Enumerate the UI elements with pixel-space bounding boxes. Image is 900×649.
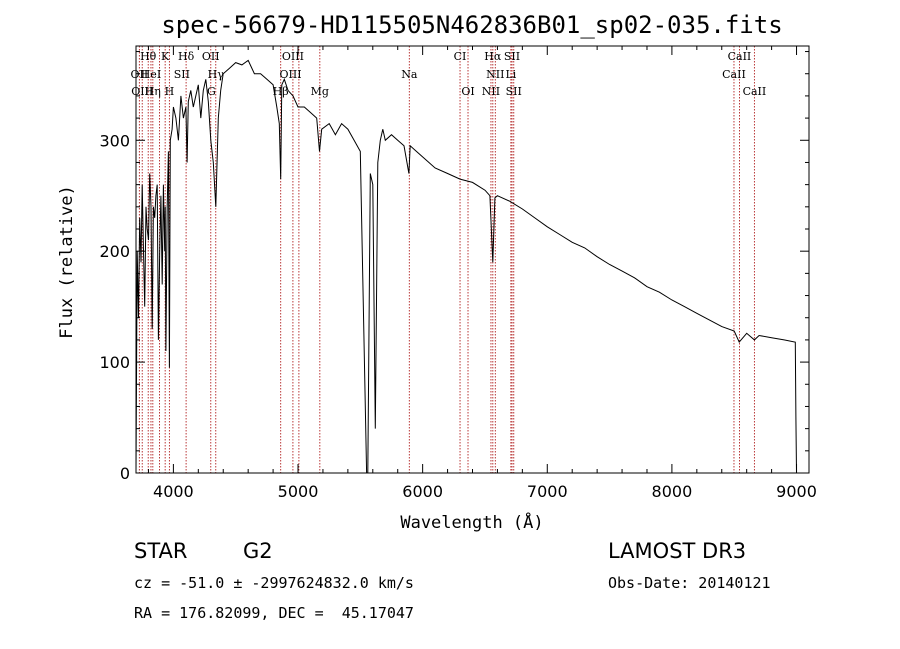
line-label: Hδ <box>178 50 195 63</box>
line-label: CaII <box>743 85 767 98</box>
line-label: Hγ <box>208 68 225 81</box>
y-tick-label: 200 <box>99 242 130 261</box>
plot-frame <box>135 45 810 474</box>
line-label: NII <box>486 68 504 81</box>
line-label: OIII <box>131 85 153 98</box>
obs-date: Obs-Date: 20140121 <box>608 574 771 592</box>
line-label: Na <box>401 68 418 81</box>
line-label: Hη <box>145 85 161 98</box>
x-tick-label: 4000 <box>153 482 194 501</box>
line-label: SII <box>504 50 520 63</box>
line-label: HeI <box>141 68 161 81</box>
line-label: OIII <box>280 68 302 81</box>
object-class: STAR <box>134 539 188 563</box>
x-axis-label: Wavelength (Å) <box>400 511 543 533</box>
line-label: Mg <box>311 85 329 98</box>
x-tick-label: 9000 <box>776 482 817 501</box>
y-tick-label: 100 <box>99 353 130 372</box>
line-label: SII <box>506 85 522 98</box>
line-label: CI <box>454 50 467 63</box>
line-label: Hθ <box>140 50 157 63</box>
line-label: Hβ <box>273 85 289 98</box>
line-label: CaII <box>722 68 746 81</box>
spectrum-line <box>135 59 797 474</box>
line-label: NII <box>482 85 500 98</box>
y-axis-label: Flux (relative) <box>57 185 77 339</box>
x-axis-ticks: 4000 5000 6000 7000 8000 9000 <box>147 46 817 501</box>
x-tick-label: 7000 <box>527 482 568 501</box>
line-label: SII <box>174 68 190 81</box>
x-tick-label: 6000 <box>402 482 443 501</box>
line-label: CaII <box>728 50 752 63</box>
subclass: G2 <box>243 539 273 563</box>
y-tick-label: 0 <box>120 464 130 483</box>
line-label: OII <box>131 68 149 81</box>
x-tick-label: 8000 <box>652 482 693 501</box>
coordinates: RA = 176.82099, DEC = 45.17047 <box>134 604 414 622</box>
line-label: G <box>207 85 216 98</box>
line-label: Hα <box>484 50 502 63</box>
line-label: Li <box>505 68 516 81</box>
line-label: OII <box>202 50 220 63</box>
x-tick-label: 5000 <box>278 482 319 501</box>
y-axis-ticks: 0 100 200 300 <box>99 51 809 483</box>
y-tick-label: 300 <box>99 131 130 150</box>
redshift-line: cz = -51.0 ± -2997624832.0 km/s <box>134 574 414 592</box>
line-label: OIII <box>282 50 304 63</box>
survey-name: LAMOST DR3 <box>608 539 747 563</box>
line-markers <box>138 46 755 473</box>
line-label: H <box>165 85 175 98</box>
line-label: K <box>161 50 170 63</box>
chart-title: spec-56679-HD115505N462836B01_sp02-035.f… <box>161 11 782 39</box>
line-label: OI <box>461 85 474 98</box>
